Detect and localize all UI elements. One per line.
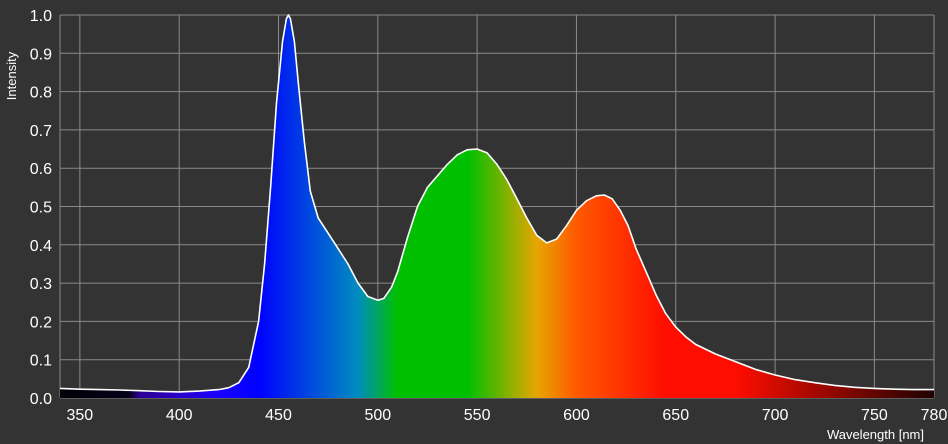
x-tick-label: 500	[364, 407, 391, 424]
y-tick-label: 0.0	[30, 391, 52, 408]
y-tick-label: 0.7	[30, 123, 52, 140]
y-axis-ticks: 0.0 0.1 0.2 0.3 0.4 0.5 0.6 0.7 0.8 0.9 1.0	[30, 8, 52, 408]
y-tick-label: 0.4	[30, 238, 52, 255]
y-tick-label: 0.1	[30, 353, 52, 370]
x-axis-label: Wavelength [nm]	[827, 427, 924, 442]
spectrum-area	[60, 15, 934, 398]
y-tick-label: 1.0	[30, 8, 52, 25]
y-tick-label: 0.5	[30, 200, 52, 217]
y-axis-label: Intensity	[4, 51, 19, 100]
x-tick-label: 700	[762, 407, 789, 424]
x-tick-label: 750	[861, 407, 888, 424]
x-axis-ticks: 350 400 450 500 550 600 650 700 750 780	[67, 407, 948, 424]
spectrum-line	[59, 14, 934, 393]
x-tick-label: 650	[662, 407, 689, 424]
y-tick-label: 0.6	[30, 161, 52, 178]
y-tick-label: 0.8	[30, 85, 52, 102]
x-tick-label: 400	[166, 407, 193, 424]
x-tick-label: 600	[563, 407, 590, 424]
x-tick-label: 780	[921, 407, 948, 424]
y-tick-label: 0.9	[30, 46, 52, 63]
x-tick-label: 550	[464, 407, 491, 424]
x-tick-label: 350	[67, 407, 94, 424]
y-tick-label: 0.2	[30, 314, 52, 331]
x-tick-label: 450	[265, 407, 292, 424]
y-tick-label: 0.3	[30, 276, 52, 293]
